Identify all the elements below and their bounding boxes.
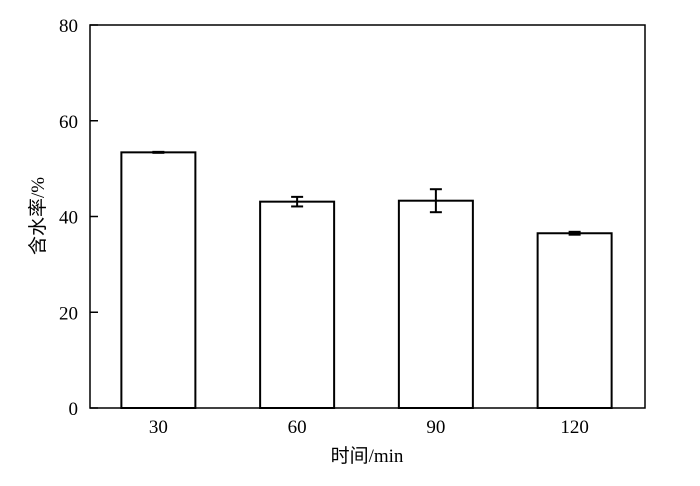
x-tick-label: 60 <box>288 417 307 438</box>
x-tick-label: 120 <box>560 417 589 438</box>
y-tick-label: 20 <box>59 303 78 324</box>
x-tick-label: 30 <box>149 417 168 438</box>
x-axis-label: 时间/min <box>331 445 404 467</box>
y-tick-label: 60 <box>59 112 78 133</box>
bar <box>536 232 613 409</box>
bar <box>259 200 336 409</box>
y-tick-label: 80 <box>59 16 78 37</box>
bar <box>120 151 197 409</box>
bar <box>397 199 474 409</box>
y-axis-label: 含水率/% <box>27 177 49 255</box>
x-tick-label: 90 <box>426 417 445 438</box>
y-tick-label: 40 <box>59 208 78 229</box>
y-tick-label: 0 <box>69 399 79 420</box>
